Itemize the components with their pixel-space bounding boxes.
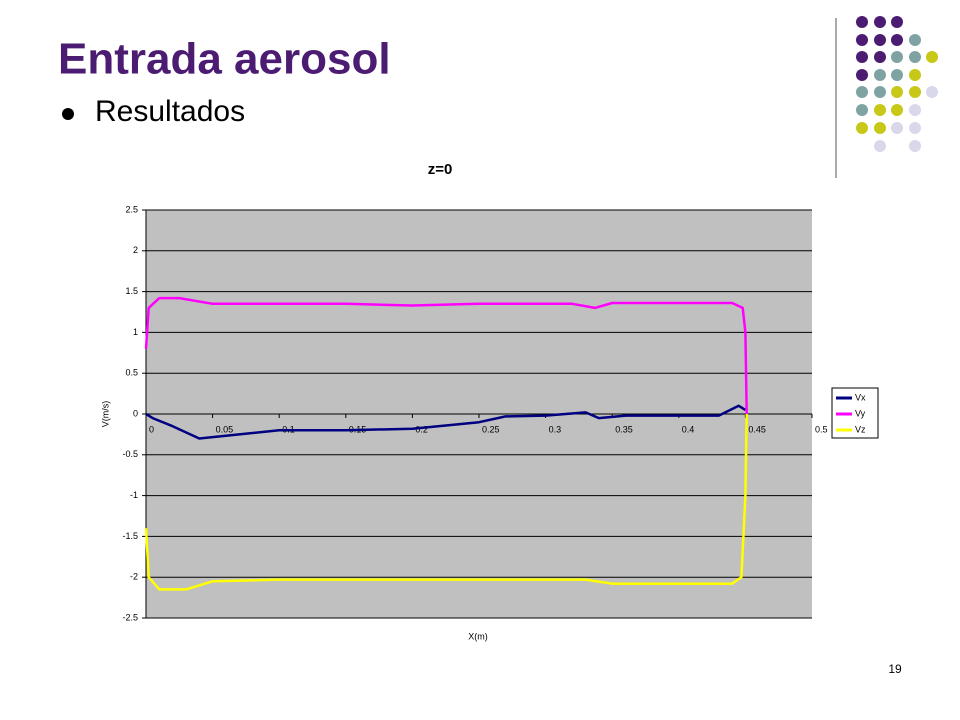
x-tick-label: 0.3 (549, 424, 562, 434)
y-tick-label: -2.5 (122, 612, 138, 622)
x-tick-label: 0.5 (815, 424, 828, 434)
x-tick-label: 0.25 (482, 424, 500, 434)
x-tick-label: 0.4 (682, 424, 695, 434)
y-tick-label: -1.5 (122, 531, 138, 541)
x-tick-label: 0.05 (216, 424, 234, 434)
x-tick-label: 0.45 (748, 424, 766, 434)
series-line (145, 404, 747, 440)
y-tick-label: 0.5 (125, 368, 138, 378)
x-tick-label: 0.35 (615, 424, 633, 434)
y-tick-label: -0.5 (122, 449, 138, 459)
y-tick-label: 0 (133, 408, 138, 418)
y-tick-label: 1.5 (125, 286, 138, 296)
bullet-text: Resultados (95, 95, 245, 128)
y-tick-label: -2 (130, 572, 138, 582)
y-axis-label: V(m/s) (100, 401, 110, 428)
x-tick-label: 0.2 (415, 424, 428, 434)
slide-title: Entrada aerosol (58, 35, 391, 84)
x-axis-label: X(m) (468, 631, 488, 641)
series-line (144, 296, 748, 415)
legend-label: Vy (855, 408, 866, 418)
y-tick-label: -1 (130, 490, 138, 500)
series-line (144, 413, 748, 591)
y-tick-label: 2.5 (125, 204, 138, 214)
x-tick-label: 0 (149, 424, 154, 434)
y-tick-label: 1 (133, 327, 138, 337)
decor-dots (856, 16, 938, 152)
legend-label: Vz (855, 424, 866, 434)
legend-label: Vx (855, 392, 866, 402)
page-number: 19 (888, 662, 902, 676)
chart-title: z=0 (428, 161, 453, 178)
bullet-dot (62, 108, 74, 120)
y-tick-label: 2 (133, 245, 138, 255)
